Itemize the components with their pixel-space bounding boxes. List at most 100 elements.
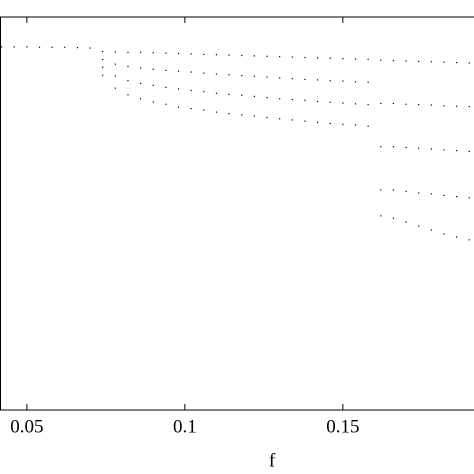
point	[443, 105, 445, 107]
point	[291, 56, 293, 58]
point	[253, 75, 255, 77]
point	[279, 77, 281, 79]
point	[266, 55, 268, 57]
point	[392, 146, 395, 148]
point	[165, 52, 167, 54]
point	[316, 57, 319, 59]
point	[354, 81, 357, 83]
point	[215, 73, 218, 75]
point	[177, 52, 180, 55]
point	[443, 194, 445, 197]
point	[215, 111, 218, 113]
point	[468, 62, 470, 64]
point	[304, 78, 306, 81]
point	[405, 60, 407, 62]
point	[456, 105, 458, 107]
point	[228, 113, 230, 115]
point	[342, 58, 344, 60]
point	[203, 109, 205, 111]
point	[76, 47, 79, 49]
point	[140, 51, 142, 53]
point	[380, 102, 382, 105]
point	[152, 52, 154, 54]
point	[152, 68, 154, 70]
point	[367, 125, 369, 127]
point	[203, 91, 205, 93]
point	[253, 95, 255, 97]
point	[279, 98, 281, 100]
x-axis-label: f	[269, 450, 276, 471]
point	[228, 54, 230, 56]
point	[367, 81, 369, 83]
point	[392, 60, 395, 62]
point	[291, 78, 293, 80]
point	[304, 120, 306, 122]
point	[190, 53, 192, 55]
point	[241, 94, 243, 96]
point	[114, 63, 116, 65]
point	[266, 76, 268, 78]
point	[152, 101, 154, 103]
point	[241, 114, 243, 116]
point	[127, 80, 129, 82]
point	[13, 46, 15, 48]
point	[304, 56, 306, 59]
point	[253, 115, 255, 117]
point	[456, 150, 458, 152]
point	[380, 59, 382, 61]
plot-frame	[0, 16, 474, 411]
point	[380, 146, 382, 148]
point	[177, 88, 180, 90]
point	[89, 47, 91, 49]
point	[443, 149, 445, 151]
point	[114, 51, 116, 53]
point	[354, 103, 357, 105]
point	[64, 46, 66, 48]
point	[291, 98, 293, 101]
point	[342, 80, 344, 82]
point	[430, 61, 432, 63]
point	[140, 82, 142, 85]
point	[215, 54, 218, 56]
point	[165, 103, 167, 105]
point	[443, 233, 445, 235]
point	[102, 50, 104, 53]
point	[342, 123, 344, 125]
point	[392, 217, 395, 219]
point	[304, 99, 306, 101]
point	[127, 65, 129, 68]
point	[430, 193, 432, 195]
point	[102, 74, 104, 76]
point	[329, 57, 331, 59]
point	[418, 225, 420, 227]
point	[102, 58, 104, 61]
point	[405, 190, 407, 193]
point	[468, 150, 470, 153]
point	[190, 107, 192, 110]
point	[456, 61, 458, 64]
point	[279, 56, 281, 58]
point	[228, 74, 230, 76]
point	[140, 98, 142, 100]
point	[266, 96, 268, 99]
point	[177, 106, 180, 108]
point	[152, 84, 154, 86]
point	[418, 192, 420, 194]
x-tick-label: 0.05	[10, 416, 43, 437]
point	[405, 103, 407, 105]
point	[354, 124, 357, 126]
point	[380, 215, 382, 217]
point	[140, 67, 142, 69]
point	[127, 94, 129, 96]
point	[329, 122, 331, 125]
point	[430, 229, 432, 231]
point	[329, 101, 331, 103]
point	[430, 104, 432, 106]
point	[468, 197, 470, 199]
point	[316, 100, 319, 103]
point	[392, 102, 395, 105]
point	[367, 104, 369, 106]
point	[316, 121, 319, 123]
point	[266, 117, 268, 119]
